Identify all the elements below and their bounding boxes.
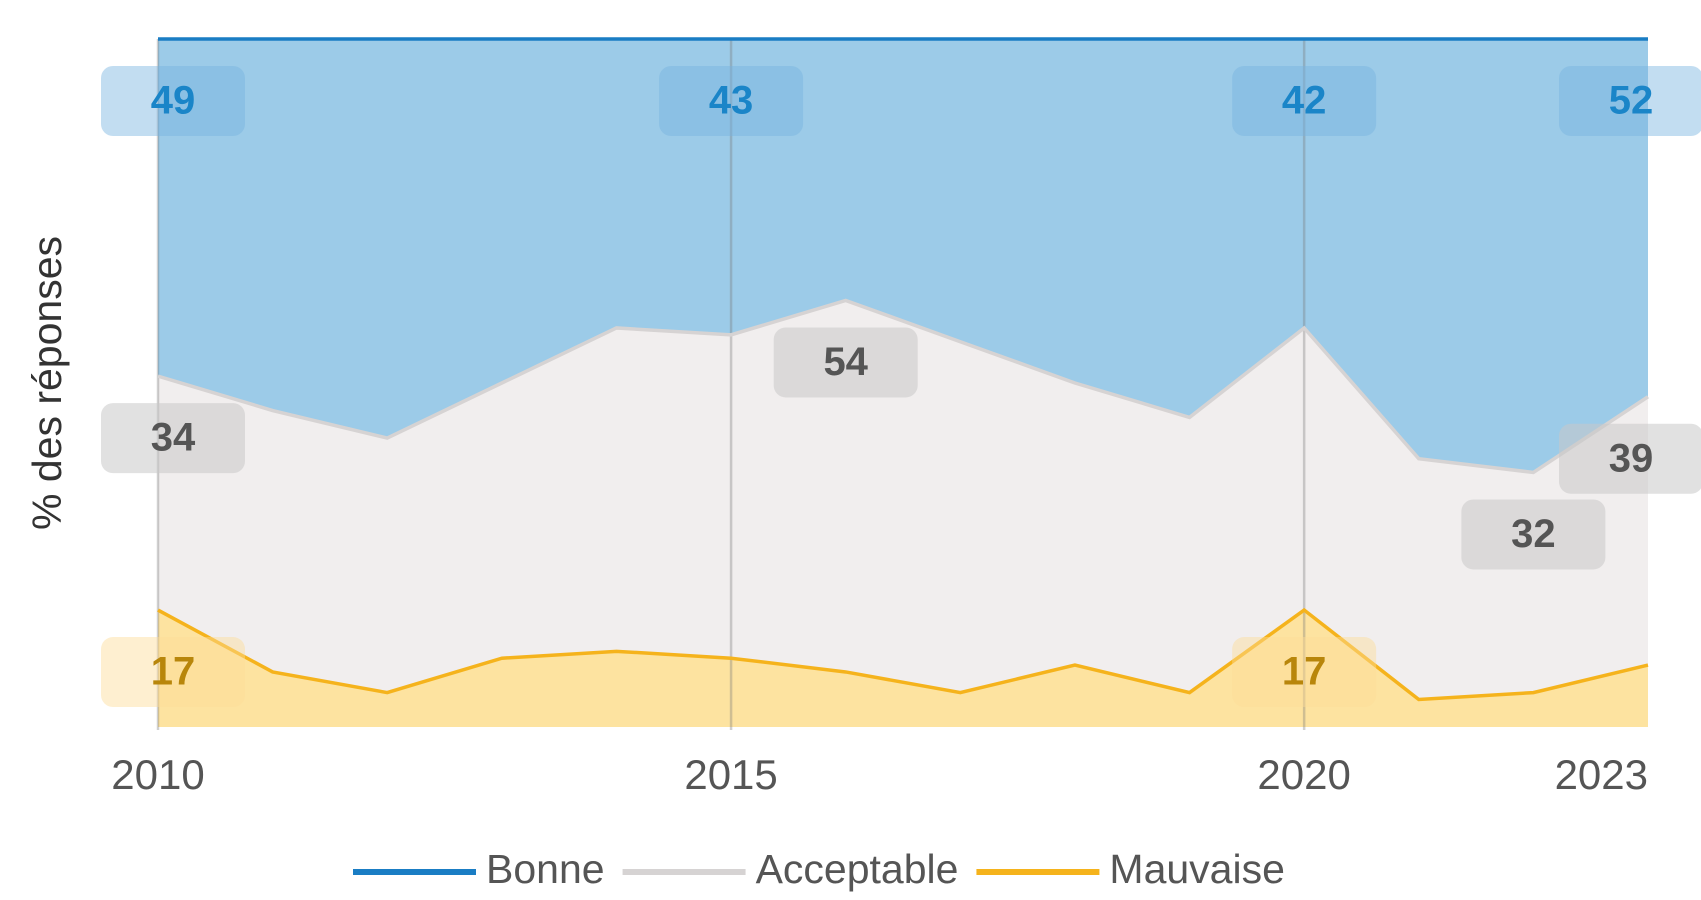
label-box: [1559, 66, 1701, 136]
x-tick-label: 2010: [111, 751, 204, 798]
legend: Bonne Acceptable Mauvaise: [353, 846, 1285, 892]
label-box: [101, 66, 245, 136]
grid: [156, 39, 1306, 730]
label-box: [1559, 423, 1701, 494]
line: [157, 607, 1649, 702]
area: [158, 300, 1648, 700]
y-axis-label: % des réponses: [24, 236, 70, 530]
area: [158, 39, 1648, 473]
x-tick-label: 2023: [1555, 751, 1648, 798]
x-tick-label: 2020: [1257, 751, 1350, 798]
label-box: [1232, 66, 1377, 136]
label-box: [659, 66, 804, 136]
data-label: 49: [151, 79, 196, 123]
data-label: 52: [1609, 79, 1654, 123]
data-label: 39: [1609, 436, 1654, 480]
lines: [157, 37, 1649, 702]
data-label: 34: [151, 416, 196, 460]
label-box: [773, 327, 918, 398]
data-label: 42: [1282, 79, 1327, 123]
data-label: 32: [1511, 512, 1556, 556]
x-tick-label: 2015: [684, 751, 777, 798]
data-label: 17: [1282, 650, 1327, 694]
label-box: [1232, 637, 1377, 708]
data-label: 17: [151, 650, 196, 694]
label-box: [101, 637, 245, 708]
legend-label: Bonne: [486, 846, 605, 892]
line: [157, 298, 1649, 475]
data-label: 54: [823, 340, 868, 384]
data-label: 43: [709, 79, 754, 123]
label-box: [1461, 499, 1606, 570]
legend-label: Mauvaise: [1109, 846, 1284, 892]
data-labels: 17 17 34 54 32 39 49 43 42 52: [101, 66, 1701, 708]
x-axis: 2010 2015 2020 2023: [111, 751, 1648, 798]
area: [158, 610, 1648, 727]
legend-label: Acceptable: [756, 846, 959, 892]
areas: [158, 39, 1648, 727]
label-box: [101, 403, 245, 474]
